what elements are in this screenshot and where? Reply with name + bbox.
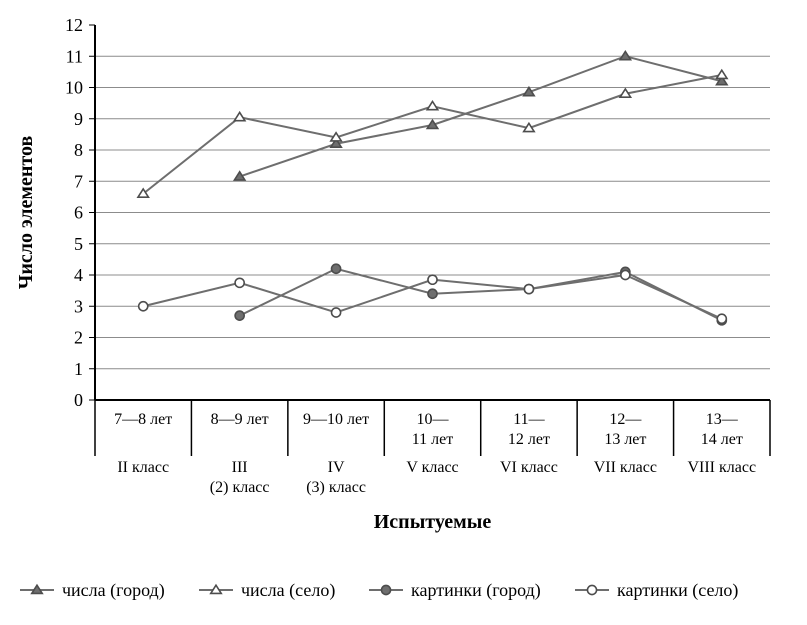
x-category-label: II класс <box>117 459 169 476</box>
x-category-label: 12 лет <box>508 431 550 448</box>
legend-item-label: картинки (село) <box>617 580 738 601</box>
x-category-label: 14 лет <box>701 431 743 448</box>
x-category-label: 8—9 лет <box>211 411 269 428</box>
x-category-label: 12— <box>609 411 642 428</box>
y-tick-label: 12 <box>65 15 83 35</box>
x-category-label: VIII класс <box>687 459 756 476</box>
y-tick-label: 5 <box>74 234 83 254</box>
x-category-label: (3) класс <box>306 479 366 496</box>
x-category-label: 13— <box>706 411 739 428</box>
y-tick-label: 4 <box>74 265 83 285</box>
x-axis-label: Испытуемые <box>374 511 492 533</box>
y-tick-label: 11 <box>66 46 83 66</box>
x-category-label: IV <box>328 459 345 476</box>
legend-item-label: числа (село) <box>241 580 335 601</box>
x-category-label: III <box>232 459 248 476</box>
y-tick-label: 7 <box>74 171 83 191</box>
y-tick-label: 9 <box>74 109 83 129</box>
y-tick-label: 10 <box>65 78 83 98</box>
x-category-label: V класс <box>406 459 458 476</box>
legend-item-label: картинки (город) <box>411 580 541 601</box>
y-tick-label: 6 <box>74 203 83 223</box>
y-tick-label: 3 <box>74 296 83 316</box>
y-tick-label: 8 <box>74 140 83 160</box>
y-axis-label: Число элементов <box>15 136 37 290</box>
x-category-label: 11 лет <box>412 431 453 448</box>
x-category-label: VII класс <box>594 459 657 476</box>
x-category-label: 13 лет <box>604 431 646 448</box>
x-category-label: (2) класс <box>210 479 270 496</box>
x-category-label: VI класс <box>500 459 558 476</box>
legend-item-label: числа (город) <box>62 580 165 601</box>
line-chart: 01234567891011127—8 летII класс8—9 летII… <box>0 0 807 625</box>
y-tick-label: 1 <box>74 359 83 379</box>
y-tick-label: 2 <box>74 328 83 348</box>
x-category-label: 9—10 лет <box>303 411 369 428</box>
x-category-label: 7—8 лет <box>114 411 172 428</box>
x-category-label: 11— <box>513 411 545 428</box>
x-category-label: 10— <box>417 411 450 428</box>
y-tick-label: 0 <box>74 390 83 410</box>
chart-container: 01234567891011127—8 летII класс8—9 летII… <box>0 0 807 625</box>
